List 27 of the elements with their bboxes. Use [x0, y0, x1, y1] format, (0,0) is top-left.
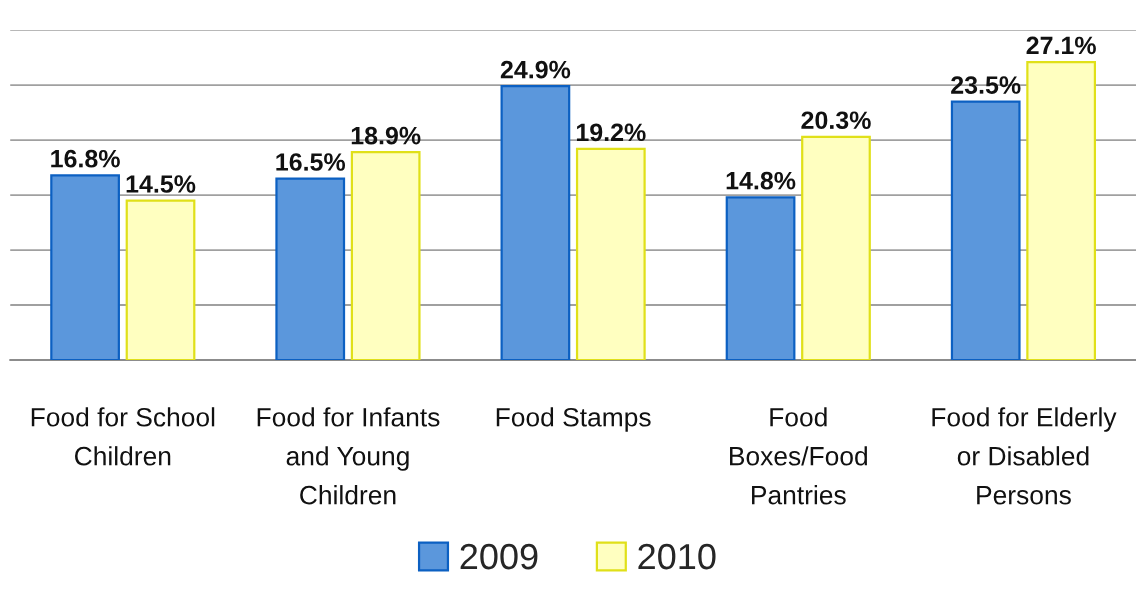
data-label: 18.9% [351, 126, 421, 145]
data-label: 23.5% [951, 76, 1021, 94]
data-label: 16.5% [276, 153, 346, 171]
data-label: 16.8% [51, 149, 120, 168]
x-tick-label: Food Boxes/Food Pantries [730, 407, 867, 505]
bar [950, 100, 1021, 360]
data-label: 27.1% [1026, 36, 1096, 55]
bar [350, 151, 421, 360]
data-label: 20.3% [801, 111, 871, 130]
data-label: 24.9% [500, 60, 571, 79]
bar [801, 135, 871, 360]
legend-label: 2010 [638, 543, 716, 570]
bar [575, 147, 646, 360]
data-label: 14.8% [726, 171, 796, 190]
bar [125, 199, 196, 360]
x-tick-label: Food Stamps [496, 407, 651, 432]
bar [725, 196, 796, 360]
bar [275, 177, 346, 360]
bar [1026, 60, 1097, 360]
bar [50, 174, 120, 360]
data-label: 14.5% [126, 175, 196, 193]
x-tick-label: Food for Infants and Young Children [257, 407, 440, 505]
legend-label: 2009 [460, 543, 538, 570]
bar [500, 85, 571, 360]
data-label: 19.2% [576, 123, 646, 142]
x-tick-label: Food for School Children [31, 407, 215, 466]
x-tick-label: Food for Elderly or Disabled Persons [932, 407, 1117, 505]
